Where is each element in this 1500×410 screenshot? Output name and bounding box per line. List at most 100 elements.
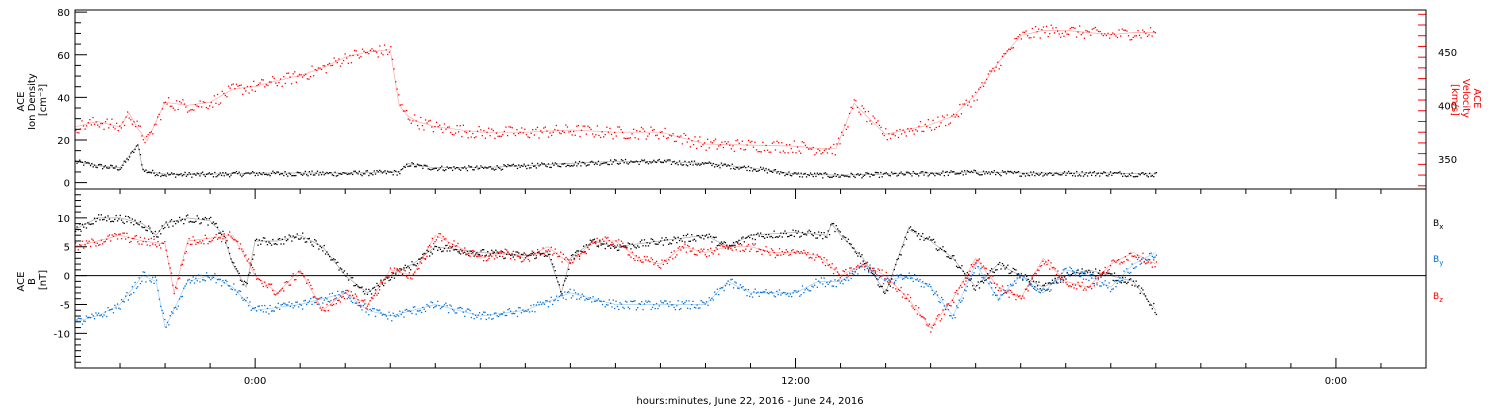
bx-series-point — [832, 223, 835, 225]
by-series-point — [676, 305, 678, 307]
by-series-point — [930, 285, 932, 288]
by-series-point — [895, 279, 897, 282]
bz-series-point — [677, 247, 679, 249]
by-series-point — [166, 321, 169, 324]
velocity-series-point — [402, 110, 405, 112]
ion-density-series-point — [655, 161, 658, 164]
bx-series-point — [1132, 280, 1135, 282]
bx-series-point — [888, 283, 890, 286]
bz-series-point — [857, 264, 859, 267]
bz-series-point — [576, 255, 578, 257]
bx-series-point — [784, 230, 786, 232]
by-series-point — [631, 301, 633, 303]
velocity-series-point — [588, 126, 591, 129]
bz-series-point — [605, 237, 608, 239]
bx-series-point — [1111, 273, 1113, 275]
velocity-series-point — [1140, 37, 1142, 39]
velocity-series-point — [399, 104, 401, 106]
by-series-point — [784, 292, 786, 294]
by-series-point — [939, 301, 941, 304]
bx-series-point — [670, 243, 673, 245]
bx-series-point — [280, 243, 282, 245]
ion-density-series-point — [969, 171, 971, 174]
ion-density-series-point — [1118, 171, 1120, 174]
ion-density-series-point — [549, 166, 551, 168]
bz-series-point — [464, 247, 466, 249]
velocity-series-point — [409, 119, 411, 121]
ion-density-series-point — [604, 162, 606, 164]
by-series-point — [433, 307, 435, 309]
bx-series-point — [131, 218, 133, 220]
bx-series-point — [982, 282, 985, 284]
bz-series-point — [288, 284, 290, 286]
bx-series-point — [754, 238, 756, 241]
ion-density-series-point — [899, 172, 901, 174]
bx-series-point — [1100, 276, 1102, 278]
bz-series-point — [116, 238, 119, 240]
bx-series-point — [610, 247, 612, 249]
bz-series-point — [446, 244, 448, 246]
by-series-point — [337, 290, 339, 292]
ion-density-series-point — [474, 166, 477, 169]
velocity-series-point — [1146, 35, 1149, 37]
by-series-point — [422, 306, 424, 308]
ion-density-series-point — [131, 150, 133, 153]
bx-series-point — [842, 235, 844, 237]
by-series-point — [131, 286, 133, 288]
by-series-point — [369, 308, 371, 310]
velocity-series-point — [424, 119, 427, 121]
ion-density-series-point — [861, 177, 863, 179]
ion-density-series-point — [766, 172, 768, 174]
bz-series-point — [352, 294, 354, 296]
ion-density-series-point — [211, 173, 213, 175]
by-series-point — [453, 310, 455, 312]
velocity-series-point — [563, 131, 565, 133]
bx-series-point — [795, 230, 797, 232]
ion-density-series-point — [799, 176, 801, 178]
by-series-point — [335, 297, 337, 299]
bz-series-point — [973, 263, 975, 266]
by-series-point — [1113, 280, 1116, 282]
ion-density-series-point — [258, 172, 260, 174]
bx-series-point — [107, 215, 109, 217]
bx-series-point — [312, 245, 315, 247]
ion-density-series-point — [605, 162, 608, 164]
bx-series-point — [137, 223, 139, 225]
by-series-point — [489, 314, 492, 316]
bx-series-point — [968, 274, 970, 276]
by-series-point — [628, 308, 631, 310]
ion-density-series-point — [1047, 173, 1049, 175]
velocity-series-point — [921, 130, 923, 132]
ion-density-series-point — [722, 164, 724, 167]
by-series-point — [476, 316, 478, 318]
velocity-series-point — [514, 134, 517, 137]
velocity-series-point — [662, 135, 665, 137]
bx-series-point — [550, 259, 552, 261]
ion-density-series-point — [489, 166, 492, 168]
bz-series-point — [374, 292, 377, 294]
by-series-point — [946, 305, 948, 307]
bx-series-point — [543, 255, 546, 257]
bx-series-point — [143, 226, 146, 229]
velocity-series-point — [755, 149, 758, 151]
bx-series-point — [110, 221, 112, 223]
bz-series-point — [1004, 292, 1006, 294]
velocity-series-point — [344, 53, 346, 55]
by-series-point — [303, 300, 305, 302]
bz-series-point — [1053, 266, 1055, 269]
bz-series-point — [830, 267, 832, 269]
velocity-series-point — [960, 113, 963, 115]
velocity-series-point — [891, 133, 893, 135]
bz-series-point — [1077, 281, 1079, 284]
velocity-series-point — [1142, 29, 1144, 31]
bx-series-point — [202, 218, 204, 220]
by-series-point — [339, 295, 342, 297]
ion-density-series-point — [958, 173, 960, 175]
velocity-series-point — [1020, 38, 1022, 40]
by-series-point — [511, 313, 513, 315]
bz-series-point — [869, 266, 871, 269]
by-series-point — [654, 307, 656, 310]
by-series-point — [793, 290, 795, 292]
velocity-series-point — [601, 131, 603, 133]
by-series-point — [874, 276, 877, 278]
